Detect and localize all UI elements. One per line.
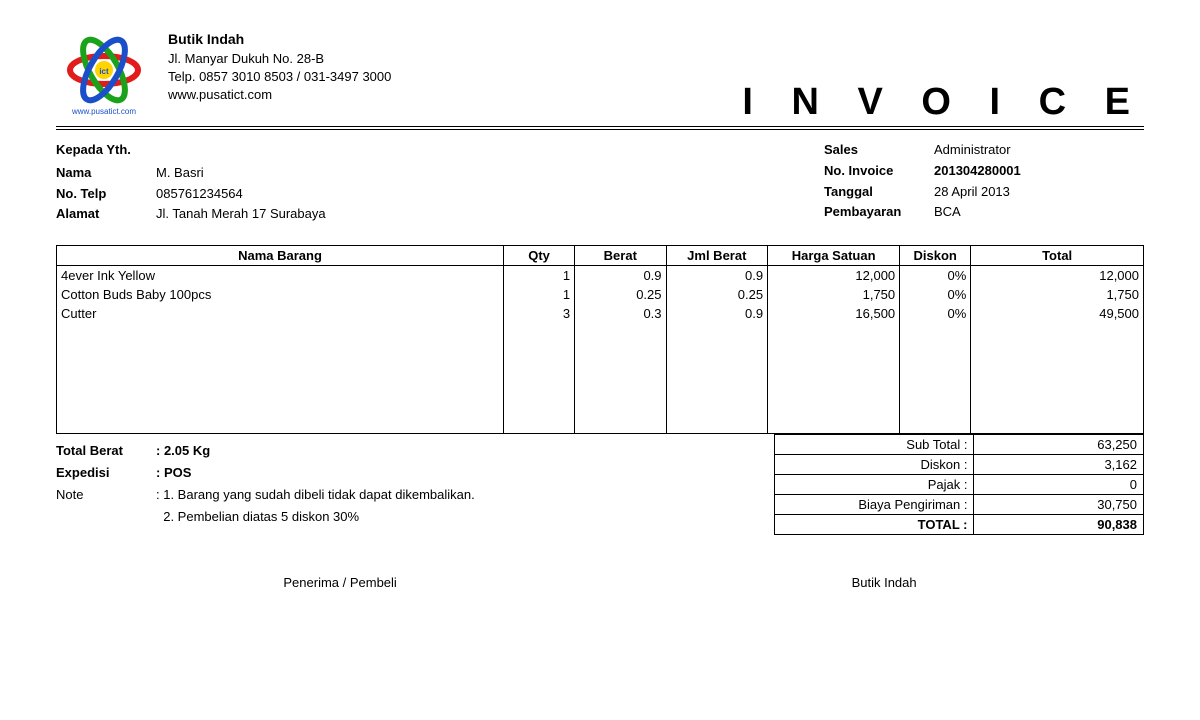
total-berat-value: : 2.05 Kg (156, 440, 210, 462)
table-row: Cutter30.30.916,5000%49,500 (57, 304, 1144, 323)
totals-row: Pajak :0 (775, 474, 1144, 494)
label-pembayaran: Pembayaran (824, 202, 934, 223)
label-no: No. Invoice (824, 161, 934, 182)
label-tanggal: Tanggal (824, 182, 934, 203)
th-qty: Qty (503, 246, 574, 266)
totals-row: Sub Total :63,250 (775, 434, 1144, 454)
note-line-2: 2. Pembelian diatas 5 diskon 30% (156, 506, 475, 528)
svg-text:ict: ict (99, 67, 109, 76)
note-label: Note (56, 484, 156, 528)
totals-row: Biaya Pengiriman :30,750 (775, 494, 1144, 514)
table-row: Cotton Buds Baby 100pcs10.250.251,7500%1… (57, 285, 1144, 304)
totals-row: Diskon :3,162 (775, 454, 1144, 474)
company-name: Butik Indah (168, 30, 391, 50)
logo-url: www.pusatict.com (72, 107, 136, 116)
note-line-1: : 1. Barang yang sudah dibeli tidak dapa… (156, 484, 475, 506)
invoice-meta-block: Sales Administrator No. Invoice 20130428… (824, 140, 1144, 225)
expedisi-label: Expedisi (56, 462, 156, 484)
invoice-sales: Administrator (934, 140, 1011, 161)
invoice-payment: BCA (934, 202, 961, 223)
below-section: Total Berat : 2.05 Kg Expedisi : POS Not… (56, 434, 1144, 535)
company-website: www.pusatict.com (168, 86, 391, 104)
th-name: Nama Barang (57, 246, 504, 266)
label-telp: No. Telp (56, 184, 156, 205)
company-logo: ict www.pusatict.com (56, 30, 152, 120)
th-total: Total (971, 246, 1144, 266)
th-jml: Jml Berat (666, 246, 768, 266)
items-table: Nama Barang Qty Berat Jml Berat Harga Sa… (56, 245, 1144, 434)
label-alamat: Alamat (56, 204, 156, 225)
expedisi-value: : POS (156, 462, 191, 484)
invoice-no: 201304280001 (934, 161, 1021, 182)
meta-row: Kepada Yth. Nama M. Basri No. Telp 08576… (56, 140, 1144, 225)
below-left: Total Berat : 2.05 Kg Expedisi : POS Not… (56, 434, 774, 535)
company-block: ict www.pusatict.com Butik Indah Jl. Man… (56, 30, 391, 120)
header: ict www.pusatict.com Butik Indah Jl. Man… (56, 30, 1144, 130)
note-lines: : 1. Barang yang sudah dibeli tidak dapa… (156, 484, 475, 528)
customer-heading: Kepada Yth. (56, 140, 326, 161)
totals-table: Sub Total :63,250Diskon :3,162Pajak :0Bi… (774, 434, 1144, 535)
customer-address: Jl. Tanah Merah 17 Surabaya (156, 204, 326, 225)
company-phone: Telp. 0857 3010 8503 / 031-3497 3000 (168, 68, 391, 86)
total-berat-label: Total Berat (56, 440, 156, 462)
customer-phone: 085761234564 (156, 184, 243, 205)
th-diskon: Diskon (900, 246, 971, 266)
label-sales: Sales (824, 140, 934, 161)
th-harga: Harga Satuan (768, 246, 900, 266)
invoice-title: I N V O I C E (742, 81, 1144, 124)
signature-left: Penerima / Pembeli (283, 575, 396, 590)
company-info: Butik Indah Jl. Manyar Dukuh No. 28-B Te… (168, 30, 391, 120)
atom-logo-icon: ict (65, 35, 143, 105)
label-nama: Nama (56, 163, 156, 184)
table-filler-row (57, 323, 1144, 433)
signature-right: Butik Indah (852, 575, 917, 590)
customer-name: M. Basri (156, 163, 204, 184)
signatures: Penerima / Pembeli Butik Indah (56, 575, 1144, 590)
th-berat: Berat (575, 246, 666, 266)
customer-block: Kepada Yth. Nama M. Basri No. Telp 08576… (56, 140, 326, 225)
table-row: 4ever Ink Yellow10.90.912,0000%12,000 (57, 266, 1144, 286)
company-address: Jl. Manyar Dukuh No. 28-B (168, 50, 391, 68)
invoice-date: 28 April 2013 (934, 182, 1010, 203)
totals-final-row: TOTAL :90,838 (775, 514, 1144, 534)
